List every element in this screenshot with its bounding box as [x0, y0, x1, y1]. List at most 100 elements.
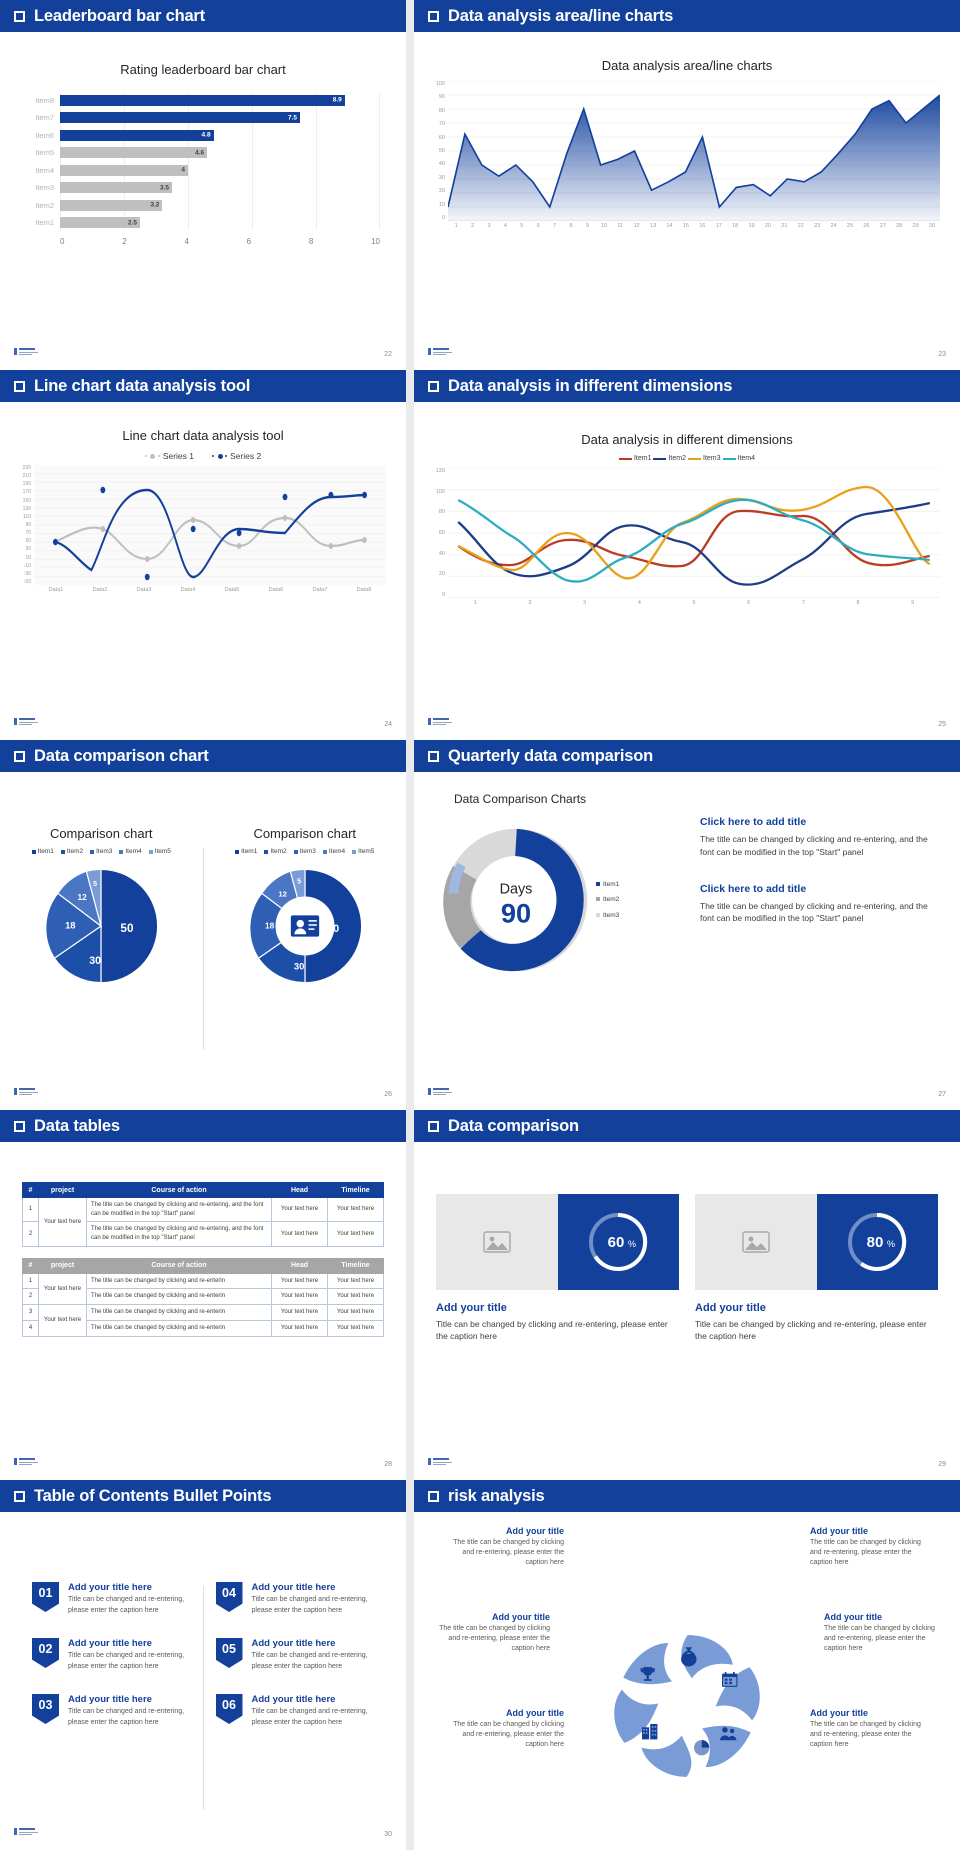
- block-title[interactable]: Click here to add title: [700, 882, 807, 895]
- block-body[interactable]: The title can be changed by clicking and…: [700, 834, 928, 857]
- slide-title-bar: Data tables: [0, 1110, 406, 1142]
- y-tick: 20: [438, 571, 445, 578]
- image-placeholder[interactable]: [695, 1194, 817, 1290]
- item-title[interactable]: Add your title here: [68, 1638, 152, 1649]
- list-item[interactable]: 01 Add your title here Title can be chang…: [32, 1582, 191, 1616]
- legend-label: Series 1: [162, 451, 194, 461]
- bar: 4.6: [60, 147, 208, 158]
- label-body[interactable]: The title can be changed by clicking and…: [824, 1625, 935, 1653]
- slide-data-tables[interactable]: Data tables # project Course of action H…: [0, 1110, 406, 1480]
- data-table-2[interactable]: # project Course of action Head Timeline…: [22, 1257, 384, 1337]
- y-tick: 110: [23, 513, 31, 520]
- x-axis: 1 2 3 4 5 6 7 8 9: [448, 600, 940, 606]
- label-title[interactable]: Add your title: [492, 1612, 550, 1622]
- x-tick: 2: [528, 600, 532, 606]
- x-tick: 2: [471, 223, 475, 229]
- table-row[interactable]: 1 Your text here The title can be change…: [22, 1196, 384, 1247]
- legend-label: Item2: [66, 848, 84, 855]
- legend-label: Item5: [358, 848, 375, 855]
- label-title[interactable]: Add your title: [810, 1708, 868, 1718]
- page-title: Line chart data analysis tool: [34, 376, 251, 395]
- chart-title: Line chart data analysis tool: [122, 428, 284, 443]
- table-row[interactable]: 2 The title can be changed by clicking a…: [22, 1221, 384, 1247]
- label-title[interactable]: Add your title: [506, 1708, 564, 1718]
- label-body[interactable]: The title can be changed by clicking and…: [439, 1625, 550, 1653]
- block-title[interactable]: Click here to add title: [700, 816, 807, 828]
- slide-risk-analysis[interactable]: risk analysis: [414, 1480, 960, 1850]
- legend-swatch-icon: [31, 849, 36, 854]
- block-body[interactable]: The title can be changed by clicking and…: [700, 900, 928, 924]
- slide-data-analysis-different-dimensions[interactable]: Data analysis in different dimensions Da…: [414, 370, 960, 740]
- bar-value-label: 3.2: [150, 201, 160, 209]
- bar: 4: [60, 164, 188, 176]
- item-title[interactable]: Add your title here: [251, 1638, 336, 1649]
- slide-quarterly-data-comparison[interactable]: Quarterly data comparison Data Compariso…: [414, 740, 960, 1110]
- x-tick: 6: [747, 600, 751, 606]
- shield-number-badge: 01: [32, 1582, 59, 1612]
- pie-value-label: 12: [278, 890, 287, 899]
- table-row[interactable]: 3 Your text here The title can be change…: [22, 1304, 384, 1337]
- label-body[interactable]: The title can be changed by clicking and…: [453, 1721, 564, 1749]
- x-tick: Data8: [356, 587, 372, 593]
- item-body[interactable]: Title can be changed and re-entering, pl…: [68, 1596, 185, 1614]
- table-row[interactable]: 2 The title can be changed by clicking a…: [22, 1288, 384, 1306]
- legend-swatch-icon: [596, 881, 600, 886]
- data-table-1[interactable]: # project Course of action Head Timeline…: [22, 1182, 384, 1247]
- square-bullet-icon: [14, 1490, 25, 1502]
- y-tick: 40: [438, 550, 445, 557]
- y-tick: 70: [438, 121, 445, 128]
- slide-leaderboard-bar-chart[interactable]: Leaderboard bar chart Rating leaderboard…: [0, 0, 406, 370]
- slide-table-of-contents-bullet-points[interactable]: Table of Contents Bullet Points 01 Add y…: [0, 1480, 406, 1850]
- item-body[interactable]: Title can be changed and re-entering, pl…: [251, 1708, 368, 1726]
- block-body[interactable]: Title can be changed by clicking and re-…: [695, 1319, 927, 1342]
- slide-data-comparison-chart[interactable]: Data comparison chart Comparison chart I…: [0, 740, 406, 1110]
- item-title[interactable]: Add your title here: [251, 1582, 336, 1593]
- y-tick: 90: [438, 94, 445, 101]
- list-item[interactable]: 05 Add your title here Title can be chang…: [215, 1638, 375, 1672]
- page-title: Data analysis area/line charts: [448, 6, 674, 25]
- slide-line-chart-data-analysis-tool[interactable]: Line chart data analysis tool Line chart…: [0, 370, 406, 740]
- label-body[interactable]: The title can be changed by clicking and…: [810, 1539, 921, 1567]
- bar-row: Item1 2.5: [26, 216, 380, 230]
- legend-label: Item1: [633, 455, 652, 462]
- item-body[interactable]: Title can be changed and re-entering, pl…: [251, 1652, 368, 1670]
- bar-row: Item3 3.5: [26, 181, 380, 195]
- table-row[interactable]: 4 The title can be changed by clicking a…: [22, 1319, 384, 1337]
- item-title[interactable]: Add your title here: [68, 1694, 152, 1705]
- legend-swatch-icon: [653, 457, 667, 460]
- list-item[interactable]: 03 Add your title here Title can be chang…: [32, 1694, 191, 1728]
- table-cell: 1: [22, 1196, 39, 1223]
- label-title[interactable]: Add your title: [506, 1526, 564, 1536]
- list-item[interactable]: 04 Add your title here Title can be chang…: [215, 1582, 375, 1616]
- bar-row: Item5 4.6: [26, 146, 380, 160]
- block-title[interactable]: Add your title: [436, 1302, 507, 1314]
- label-title[interactable]: Add your title: [824, 1612, 882, 1622]
- multi-line-chart: 120 100 80 60 40 20 0: [414, 462, 960, 606]
- label-title[interactable]: Add your title: [810, 1526, 868, 1536]
- legend-label: Item1: [603, 880, 620, 888]
- item-title[interactable]: Add your title here: [68, 1582, 152, 1593]
- list-item[interactable]: 02 Add your title here Title can be chang…: [32, 1638, 191, 1672]
- block-title[interactable]: Add your title: [695, 1302, 766, 1314]
- legend-swatch-icon: [293, 849, 298, 854]
- legend-item: Item5: [148, 848, 171, 855]
- item-title[interactable]: Add your title here: [251, 1694, 336, 1705]
- slide-data-analysis-area-line-charts[interactable]: Data analysis area/line charts Data anal…: [414, 0, 960, 370]
- pie-value-label: 5: [297, 878, 301, 886]
- item-body[interactable]: Title can be changed and re-entering, pl…: [68, 1652, 185, 1670]
- y-tick: 190: [22, 481, 31, 488]
- x-tick: 7: [553, 223, 557, 229]
- item-body[interactable]: Title can be changed and re-entering, pl…: [251, 1596, 368, 1614]
- item-body[interactable]: Title can be changed and re-entering, pl…: [68, 1708, 185, 1726]
- list-item[interactable]: 06 Add your title here Title can be chang…: [215, 1694, 375, 1728]
- label-body[interactable]: The title can be changed by clicking and…: [453, 1539, 564, 1567]
- slide-data-comparison[interactable]: Data comparison: [414, 1110, 960, 1480]
- bar-category-label: Item2: [35, 200, 54, 210]
- block-body[interactable]: Title can be changed by clicking and re-…: [436, 1319, 668, 1342]
- legend-item: Item1: [31, 848, 54, 855]
- label-body[interactable]: The title can be changed by clicking and…: [810, 1721, 921, 1749]
- image-placeholder[interactable]: [436, 1194, 558, 1290]
- slide-body: Line chart data analysis tool Series 1 S…: [0, 402, 406, 740]
- x-axis: 0 2 4 6 8 10: [60, 237, 380, 246]
- table-row[interactable]: 1 Your text here The title can be change…: [22, 1272, 384, 1306]
